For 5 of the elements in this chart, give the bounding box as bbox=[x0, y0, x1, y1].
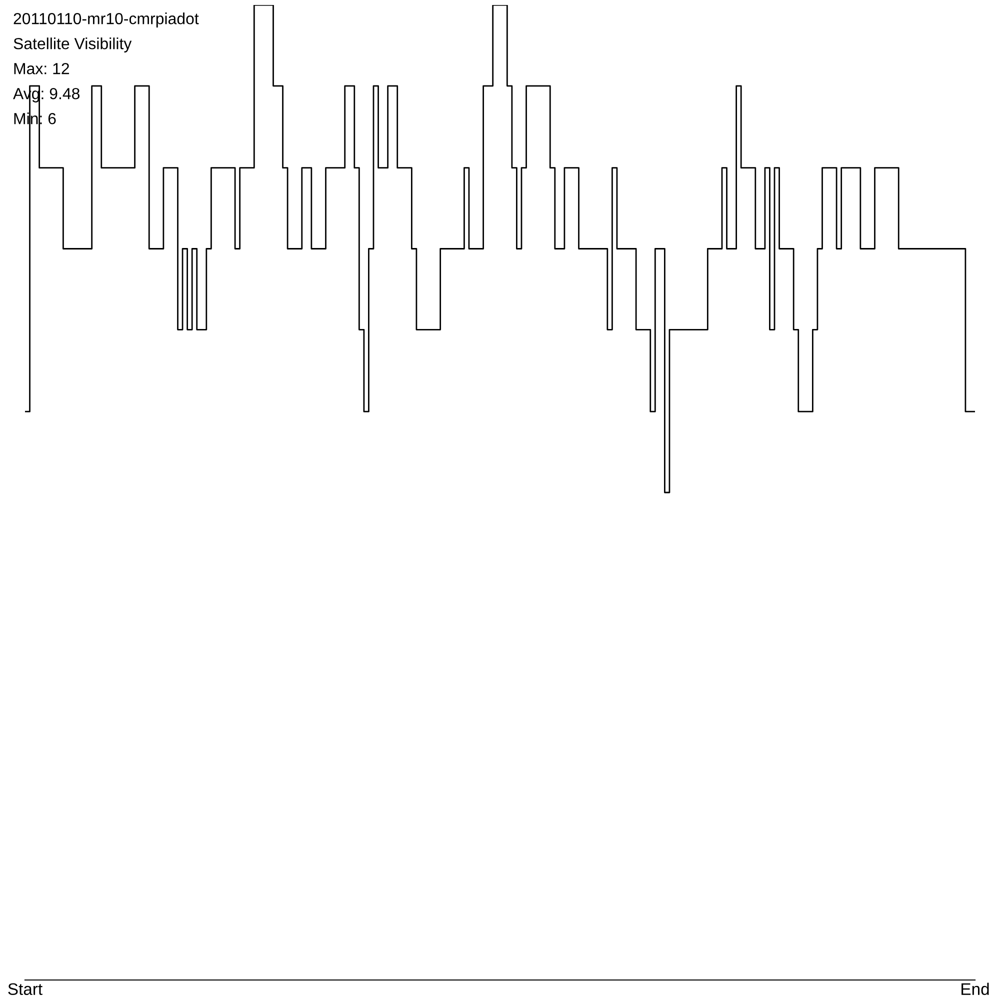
chart-title: 20110110-mr10-cmrpiadot bbox=[14, 12, 199, 28]
x-tick-label: Start bbox=[8, 983, 42, 996]
x-tick-label: End bbox=[962, 982, 989, 996]
text: Satellite Visibility bbox=[14, 38, 132, 52]
annotation: Max: 12 bbox=[14, 62, 70, 74]
